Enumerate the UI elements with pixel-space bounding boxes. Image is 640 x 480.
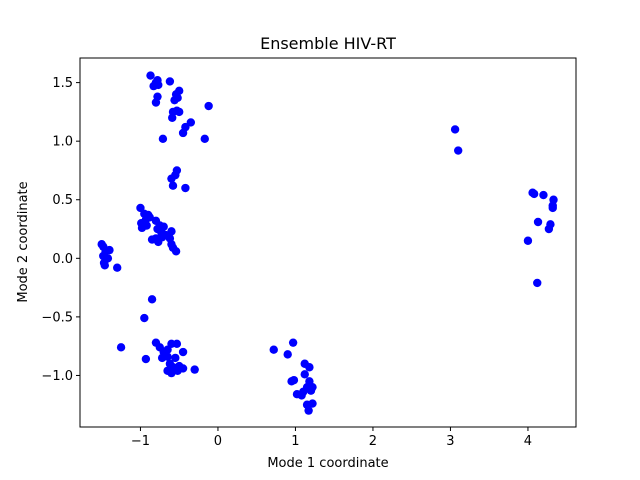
data-point xyxy=(297,391,306,400)
data-point xyxy=(269,345,278,354)
data-point xyxy=(116,343,126,352)
y-tick-label: −1.0 xyxy=(41,369,73,384)
data-point xyxy=(178,347,188,357)
data-point xyxy=(289,375,299,385)
data-point xyxy=(171,247,181,256)
data-point xyxy=(154,80,163,90)
data-point xyxy=(151,98,161,107)
data-point xyxy=(288,338,298,347)
data-point xyxy=(190,365,199,374)
x-tick-label: −1 xyxy=(131,434,150,449)
data-point xyxy=(158,134,168,144)
y-axis-ticks: −1.0 −0.5 0.0 0.5 1.0 1.5 xyxy=(41,76,80,384)
data-point xyxy=(529,189,539,199)
data-point xyxy=(167,368,176,378)
x-tick-label: 0 xyxy=(214,434,222,449)
data-point xyxy=(100,261,110,270)
data-point xyxy=(163,352,172,361)
x-axis-label: Mode 1 coordinate xyxy=(267,456,388,471)
data-point xyxy=(113,263,122,272)
data-point xyxy=(137,223,147,233)
data-point xyxy=(141,354,151,364)
data-point xyxy=(105,245,114,255)
data-point xyxy=(140,313,149,323)
points-layer xyxy=(97,71,558,415)
x-axis-ticks: −1 0 1 2 3 4 xyxy=(131,427,532,449)
x-tick-label: 1 xyxy=(291,434,299,449)
data-point xyxy=(147,295,157,304)
y-tick-label: 0.5 xyxy=(52,193,73,208)
data-point xyxy=(165,77,175,86)
data-point xyxy=(171,170,180,180)
data-point xyxy=(450,125,460,134)
x-tick-label: 3 xyxy=(446,434,454,449)
data-point xyxy=(533,278,542,288)
data-point xyxy=(533,217,543,227)
data-point xyxy=(145,213,154,222)
data-point xyxy=(539,190,548,200)
data-point xyxy=(186,118,196,127)
x-tick-label: 4 xyxy=(524,434,532,449)
data-point xyxy=(544,224,554,234)
y-tick-label: 1.5 xyxy=(52,76,73,91)
data-point xyxy=(172,339,182,349)
y-tick-label: 0.0 xyxy=(52,252,73,267)
data-point xyxy=(306,386,316,395)
data-point xyxy=(178,128,188,138)
data-point xyxy=(167,227,176,236)
data-point xyxy=(305,363,314,372)
data-point xyxy=(548,201,557,210)
data-point xyxy=(204,101,213,111)
data-point xyxy=(300,370,309,379)
data-point xyxy=(523,236,533,245)
x-tick-label: 2 xyxy=(369,434,377,449)
data-point xyxy=(170,95,179,105)
data-point xyxy=(168,113,177,122)
chart-title: Ensemble HIV-RT xyxy=(260,34,396,53)
y-tick-label: −0.5 xyxy=(41,310,73,325)
data-point xyxy=(454,146,463,155)
plot-area-frame xyxy=(79,57,577,428)
data-point xyxy=(304,406,313,415)
data-point xyxy=(181,183,190,193)
data-point xyxy=(171,353,180,363)
data-point xyxy=(283,350,292,359)
data-point xyxy=(200,134,209,144)
y-tick-label: 1.0 xyxy=(52,135,73,150)
data-point xyxy=(154,237,163,247)
data-point xyxy=(168,181,178,190)
data-point xyxy=(146,71,155,80)
data-point xyxy=(175,107,184,117)
y-axis-label: Mode 2 coordinate xyxy=(16,181,31,302)
